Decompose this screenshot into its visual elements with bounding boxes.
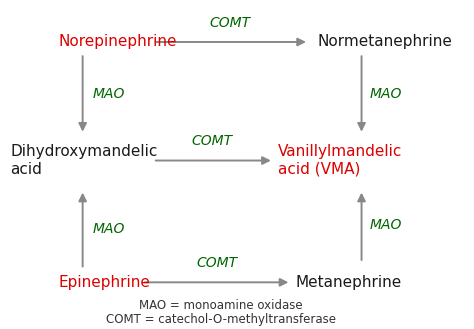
Text: Epinephrine: Epinephrine bbox=[58, 275, 150, 290]
Text: MAO: MAO bbox=[93, 87, 125, 101]
Text: COMT = catechol-O-methyltransferase: COMT = catechol-O-methyltransferase bbox=[106, 313, 336, 326]
Text: Normetanephrine: Normetanephrine bbox=[318, 35, 453, 49]
Text: Dihydroxymandelic
acid: Dihydroxymandelic acid bbox=[10, 144, 157, 177]
Text: MAO = monoamine oxidase: MAO = monoamine oxidase bbox=[139, 298, 303, 312]
Text: MAO: MAO bbox=[93, 222, 125, 236]
Text: MAO: MAO bbox=[370, 218, 402, 233]
Text: MAO: MAO bbox=[370, 87, 402, 101]
Text: COMT: COMT bbox=[209, 15, 250, 30]
Text: Norepinephrine: Norepinephrine bbox=[58, 35, 177, 49]
Text: COMT: COMT bbox=[191, 134, 233, 148]
Text: COMT: COMT bbox=[196, 256, 237, 270]
Text: Metanephrine: Metanephrine bbox=[296, 275, 402, 290]
Text: Vanillylmandelic
acid (VMA): Vanillylmandelic acid (VMA) bbox=[278, 144, 402, 177]
